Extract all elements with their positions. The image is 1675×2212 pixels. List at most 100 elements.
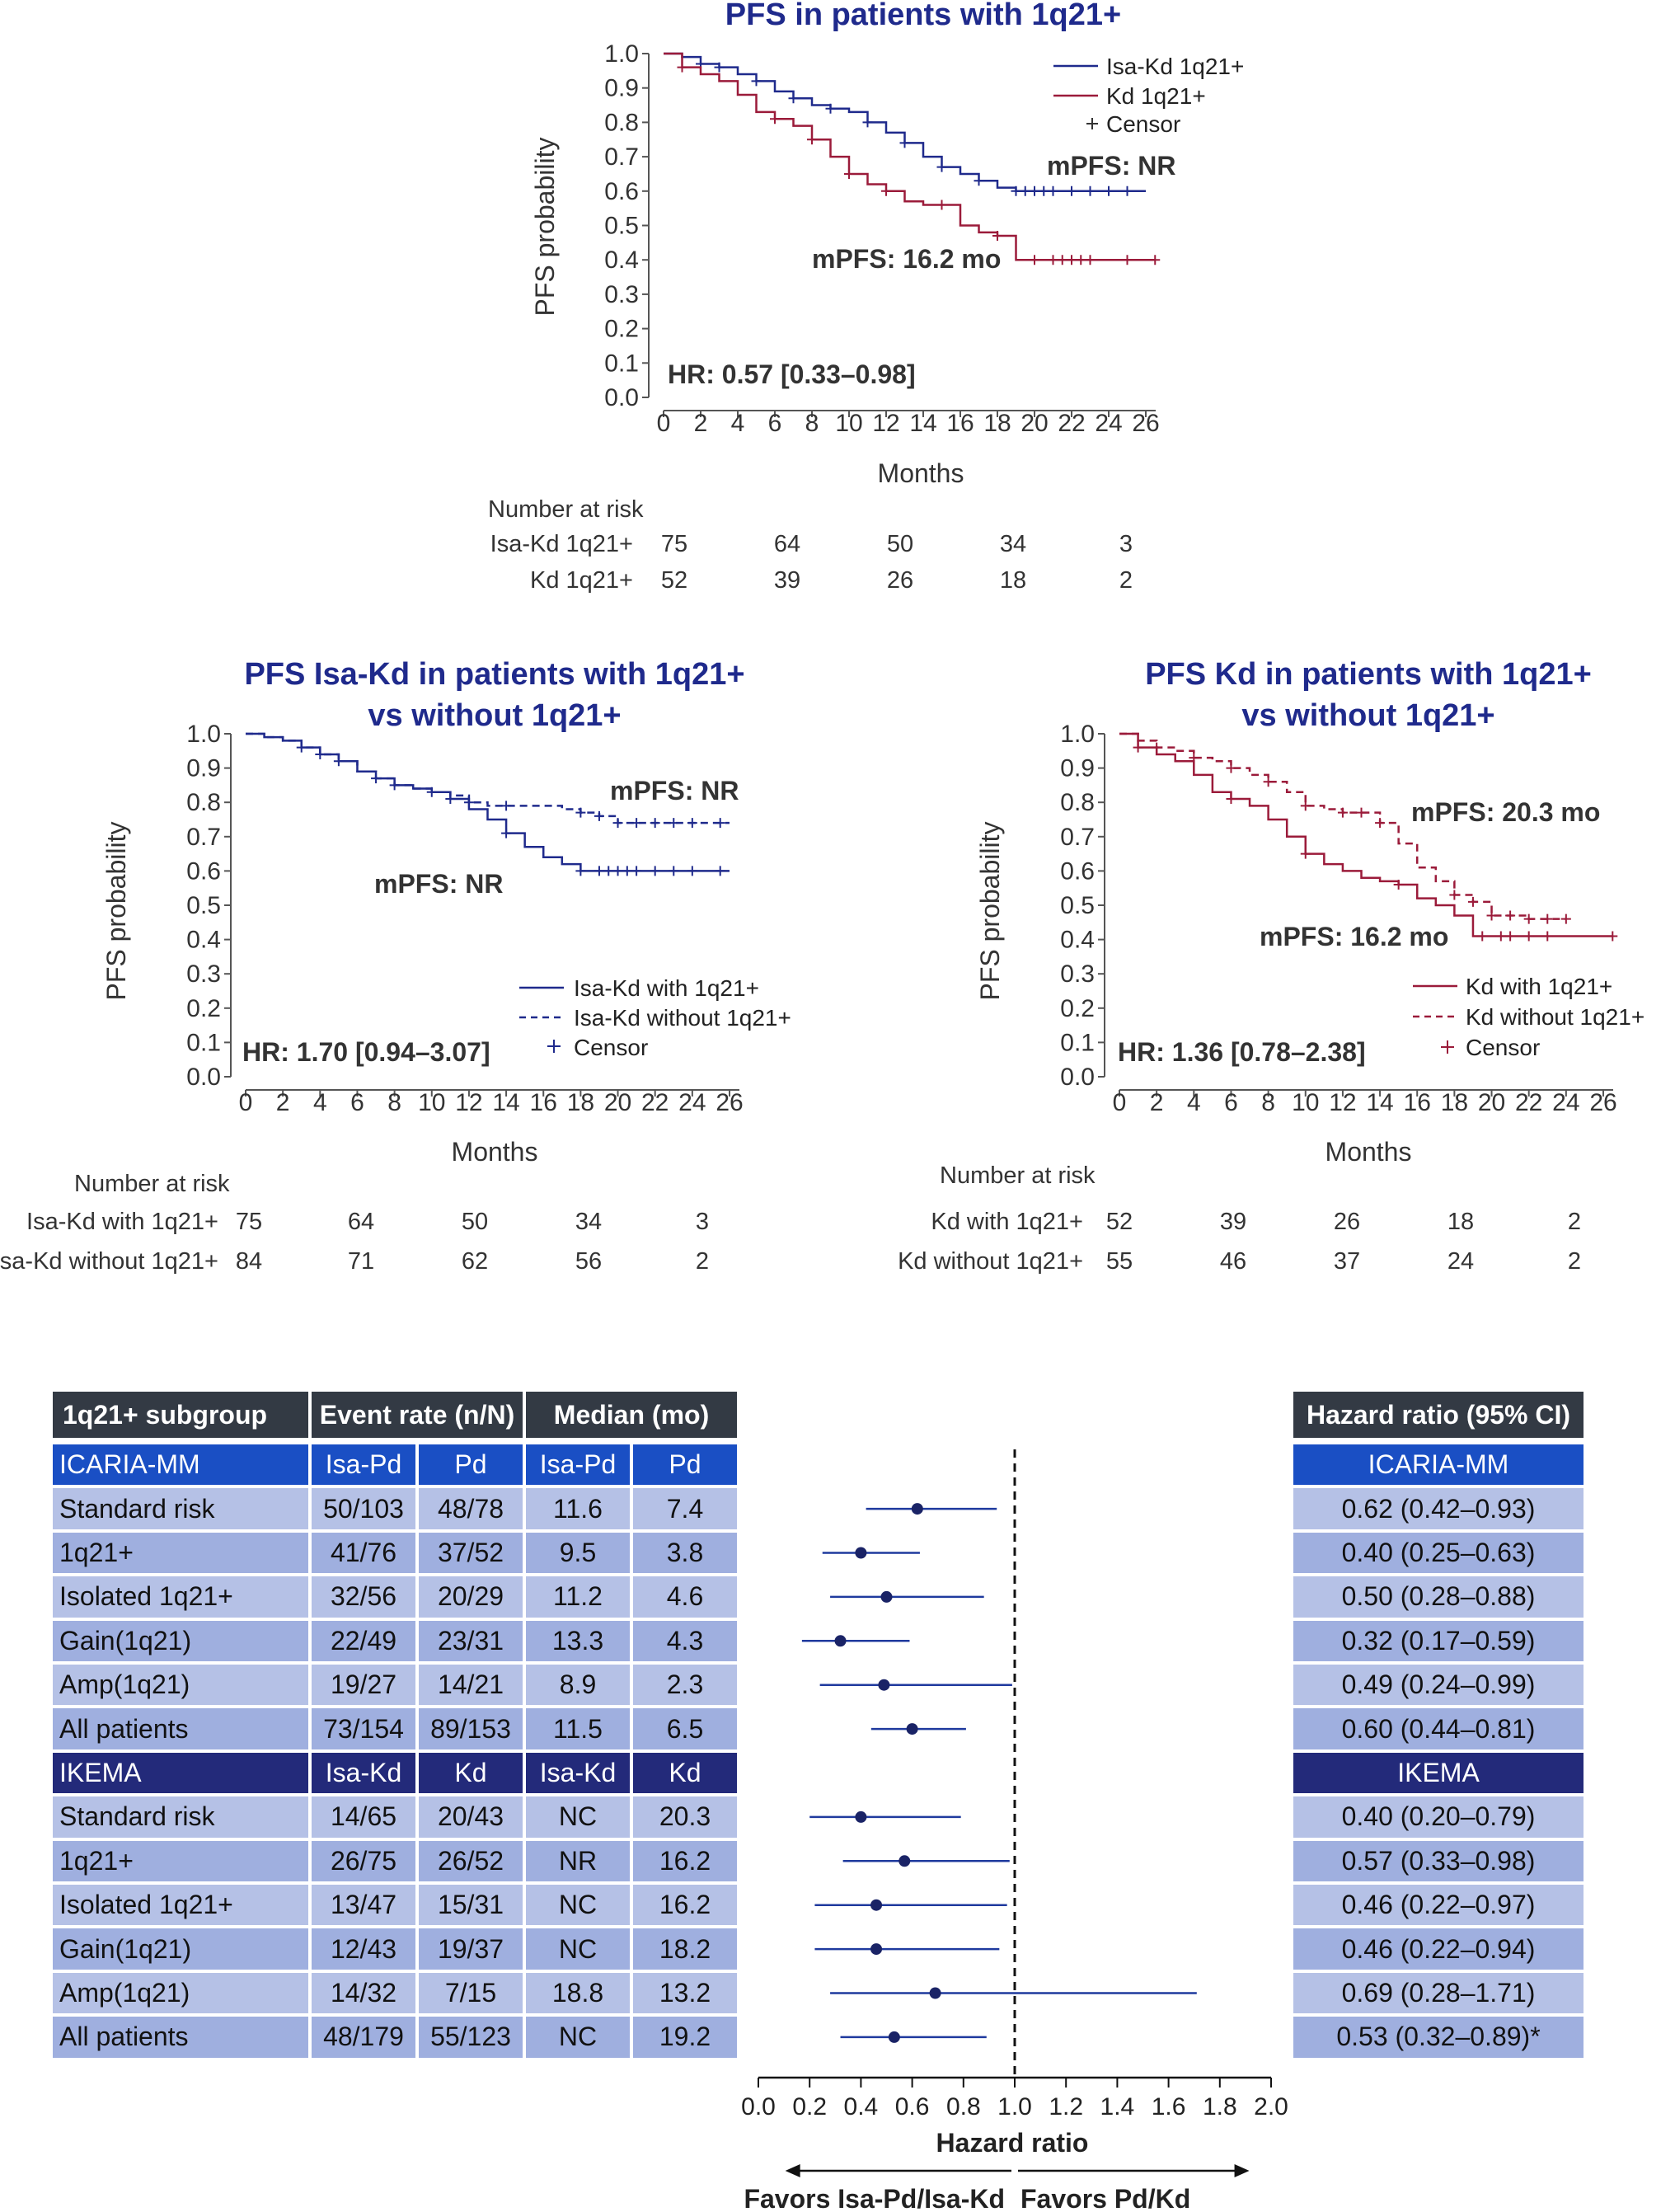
x-tick-label: 6 [768, 410, 782, 437]
x-tick-label: 10 [418, 1089, 445, 1116]
legend-label-isakd-1q21: Isa-Kd 1q21+ [1106, 54, 1244, 79]
risk-header: Number at risk [488, 496, 644, 523]
table-cell-hazard-ratio: 0.32 (0.17–0.59) [1293, 1620, 1584, 1661]
x-tick-label: 0 [1113, 1089, 1127, 1116]
forest-x-tick-label: 0.0 [741, 2093, 776, 2120]
km-chart-left: PFS Isa-Kd in patients with 1q21+ vs wit… [101, 657, 791, 1167]
censor-mark [1122, 255, 1133, 265]
table-cell-median-arm1: NC [526, 1885, 630, 1926]
table-cell-event-arm1: 48/179 [312, 2017, 415, 2058]
x-tick-label: 16 [530, 1089, 557, 1116]
forest-x-tick-label: 0.6 [895, 2093, 930, 2120]
risk-value: 55 [1105, 1248, 1133, 1275]
risk-value: 2 [1119, 567, 1133, 594]
risk-value: 50 [886, 531, 914, 557]
table-cell-event-arm2: 20/29 [419, 1576, 523, 1618]
section-arm2-label: Kd [419, 1752, 523, 1794]
annotation-mpfs-without: mPFS: 20.3 mo [1411, 797, 1600, 827]
censor-icon [1441, 1040, 1454, 1054]
legend-label-kd-1q21: Kd 1q21+ [1106, 83, 1206, 109]
x-tick-label: 0 [657, 410, 671, 437]
censor-mark [1542, 931, 1553, 942]
annotation-mpfs-with: mPFS: NR [374, 869, 503, 899]
x-tick-label: 20 [1478, 1089, 1505, 1116]
arrow-left-icon [785, 2164, 800, 2177]
section-arm1-label: Isa-Pd [526, 1444, 630, 1486]
censor-mark [770, 114, 780, 124]
censor-mark [1356, 807, 1367, 818]
section-arm1-label: Isa-Kd [312, 1752, 415, 1794]
x-tick-label: 0 [239, 1089, 253, 1116]
forest-x-tick-label: 1.2 [1049, 2093, 1083, 2120]
risk-value: 34 [575, 1209, 603, 1235]
x-tick-label: 8 [805, 410, 819, 437]
censor-mark [751, 76, 762, 87]
x-tick-label: 14 [492, 1089, 519, 1116]
risk-value: 62 [461, 1248, 489, 1275]
x-tick-label: 24 [1095, 410, 1122, 437]
y-tick-label: 0.2 [186, 995, 221, 1022]
censor-mark [1076, 255, 1086, 265]
risk-value: 24 [1447, 1248, 1475, 1275]
forest-plot: 0.0 0.2 0.4 0.6 0.8 1.0 1.2 1.4 1.6 1.8 2.0 Hazard… [741, 1449, 1288, 2212]
risk-label: Kd with 1q21+ [931, 1209, 1083, 1235]
x-tick-label: 22 [641, 1089, 669, 1116]
risk-value: 18 [999, 567, 1027, 594]
forest-x-axis-label: Hazard ratio [936, 2128, 1089, 2158]
censor-mark [1607, 931, 1618, 942]
censor-mark [371, 773, 382, 784]
table-cell-median-arm2: 4.3 [633, 1620, 737, 1661]
censor-mark [881, 186, 891, 196]
y-tick-label: 0.1 [186, 1029, 221, 1056]
table-cell-median-arm2: 16.2 [633, 1885, 737, 1926]
censor-mark [715, 866, 725, 876]
table-cell-event-arm2: 26/52 [419, 1840, 523, 1881]
y-tick-label: 0.4 [186, 927, 221, 954]
legend-label-censor: Censor [1106, 111, 1180, 137]
censor-mark [1048, 186, 1058, 196]
censor-mark [1226, 794, 1236, 805]
y-tick-label: 0.8 [604, 109, 639, 136]
risk-value: 26 [1333, 1209, 1361, 1235]
censor-mark [677, 62, 687, 73]
annotation-mpfs-isakd: mPFS: NR [1047, 151, 1175, 181]
y-tick-label: 0.9 [1060, 755, 1095, 782]
table-cell-event-arm1: 19/27 [312, 1665, 415, 1706]
table-cell-median-arm1: 18.8 [526, 1972, 630, 2014]
censor-mark [825, 103, 836, 114]
hr-point [929, 1987, 941, 1999]
risk-table-top: Number at risk Isa-Kd 1q21+ Kd 1q21+ 75 … [0, 495, 1236, 610]
risk-label: Kd without 1q21+ [898, 1248, 1083, 1275]
risk-label: Isa-Kd with 1q21+ [26, 1209, 218, 1235]
censor-mark [1486, 910, 1497, 921]
censor-mark [1085, 255, 1096, 265]
censor-mark [1030, 186, 1039, 196]
table-cell-event-arm2: 14/21 [419, 1665, 523, 1706]
censor-mark [622, 866, 632, 876]
table-cell-median-arm1: 9.5 [526, 1532, 630, 1574]
censor-mark [844, 168, 854, 179]
censor-mark [992, 231, 1002, 242]
risk-value: 3 [1119, 531, 1133, 557]
table-row-label: All patients [53, 1708, 308, 1749]
censor-mark [788, 93, 799, 104]
arrow-right-icon [1234, 2164, 1250, 2177]
hr-point [870, 1943, 883, 1956]
y-tick-label: 0.1 [1060, 1029, 1095, 1056]
x-tick-label: 16 [946, 410, 974, 437]
y-tick-label: 0.0 [186, 1064, 221, 1091]
x-tick-label: 6 [1224, 1089, 1238, 1116]
table-cell-event-arm2: 23/31 [419, 1620, 523, 1661]
y-axis-label-top: PFS probability [530, 138, 560, 317]
x-tick-label: 12 [1329, 1089, 1356, 1116]
censor-mark [426, 787, 437, 797]
table-cell-hazard-ratio: 0.60 (0.44–0.81) [1293, 1708, 1584, 1749]
censor-mark [575, 807, 586, 818]
table-cell-event-arm1: 41/76 [312, 1532, 415, 1574]
table-cell-event-arm1: 12/43 [312, 1928, 415, 1970]
censor-mark [687, 866, 697, 876]
header-event-rate: Event rate (n/N) [312, 1392, 523, 1438]
y-tick-label: 0.8 [1060, 789, 1095, 816]
x-tick-label: 22 [1058, 410, 1085, 437]
table-cell-median-arm2: 13.2 [633, 1972, 737, 2014]
